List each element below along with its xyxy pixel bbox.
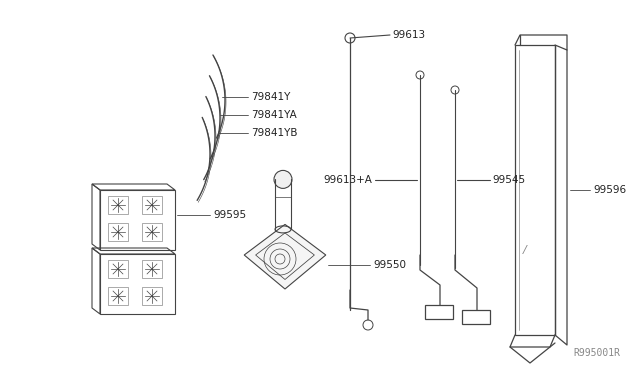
Bar [108, 223, 128, 241]
Circle shape [345, 33, 355, 43]
Bar [462, 310, 490, 324]
Text: 99596: 99596 [593, 185, 626, 195]
Circle shape [416, 71, 424, 79]
Bar [515, 45, 555, 335]
Text: 99613+A: 99613+A [323, 175, 372, 185]
Text: R995001R: R995001R [573, 348, 620, 358]
Bar [108, 260, 128, 278]
Bar [142, 196, 162, 214]
Bar [108, 196, 128, 214]
Text: 99545: 99545 [492, 175, 525, 185]
Text: 79841YA: 79841YA [251, 110, 297, 120]
Bar [142, 223, 162, 241]
Bar [100, 190, 175, 250]
Bar [100, 254, 175, 314]
Circle shape [451, 86, 459, 94]
Text: 79841Y: 79841Y [251, 92, 291, 102]
Text: 99550: 99550 [373, 260, 406, 270]
Bar [425, 305, 453, 319]
Text: /: / [523, 245, 527, 255]
Bar [108, 287, 128, 305]
Text: 99613: 99613 [392, 30, 425, 40]
Polygon shape [244, 224, 326, 289]
Text: 99595: 99595 [213, 210, 246, 220]
Text: 79841YB: 79841YB [251, 128, 298, 138]
Circle shape [274, 170, 292, 188]
Bar [142, 287, 162, 305]
Bar [142, 260, 162, 278]
